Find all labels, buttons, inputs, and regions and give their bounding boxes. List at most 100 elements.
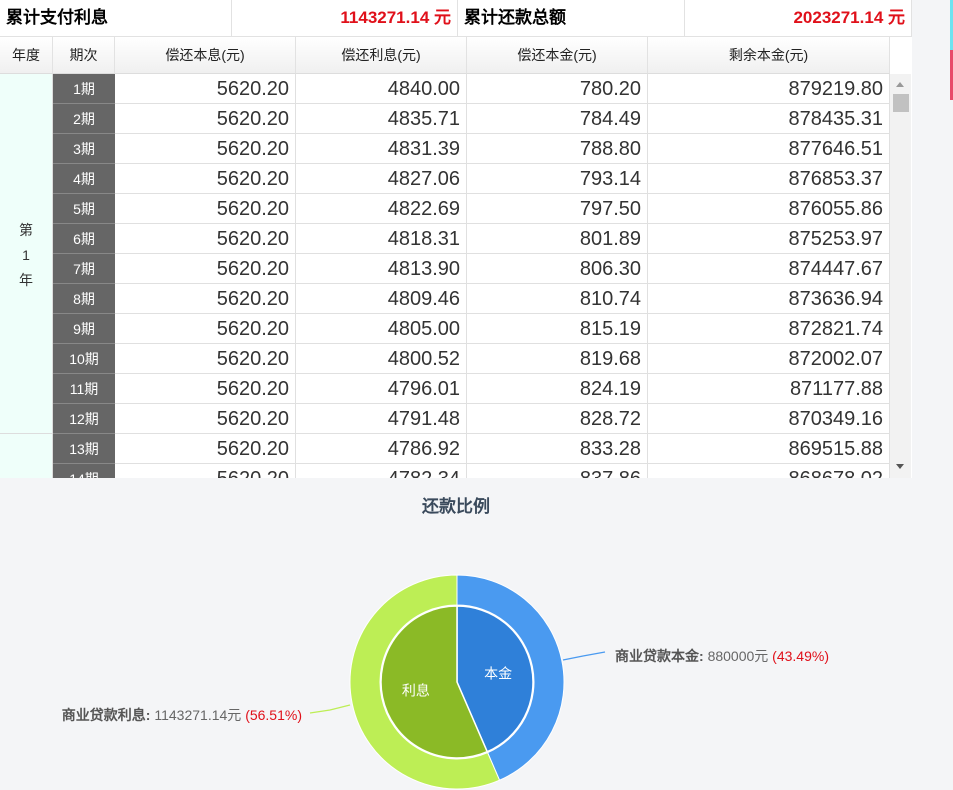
table-cell: 5620.20 [115, 284, 296, 314]
table-cell: 4827.06 [296, 164, 467, 194]
year-cell-1: 第 1 年 [0, 74, 53, 434]
column-header: 偿还本息(元) [115, 37, 296, 74]
period-cell: 12期 [53, 404, 115, 434]
period-cell: 6期 [53, 224, 115, 254]
table-cell: 837.86 [467, 464, 648, 478]
table-cell: 5620.20 [115, 224, 296, 254]
period-cell: 3期 [53, 134, 115, 164]
table-cell: 4822.69 [296, 194, 467, 224]
table-cell: 5620.20 [115, 194, 296, 224]
year-cell-2 [0, 434, 53, 478]
table-cell: 4818.31 [296, 224, 467, 254]
table-cell: 833.28 [467, 434, 648, 464]
leader-line [309, 704, 351, 714]
table-cell: 784.49 [467, 104, 648, 134]
table-cell: 874447.67 [648, 254, 890, 284]
table-cell: 4805.00 [296, 314, 467, 344]
table-cell: 5620.20 [115, 434, 296, 464]
table-cell: 879219.80 [648, 74, 890, 104]
table-cell: 4835.71 [296, 104, 467, 134]
outer-slice[interactable] [349, 574, 501, 790]
table-cell: 868678.02 [648, 464, 890, 478]
inner-slice[interactable] [380, 605, 489, 759]
table-cell: 5620.20 [115, 74, 296, 104]
column-header: 期次 [53, 37, 115, 74]
table-cell: 780.20 [467, 74, 648, 104]
period-cell: 2期 [53, 104, 115, 134]
table-cell: 877646.51 [648, 134, 890, 164]
column-header: 偿还本金(元) [467, 37, 648, 74]
table-cell: 872821.74 [648, 314, 890, 344]
period-cell: 14期 [53, 464, 115, 478]
table-cell: 876055.86 [648, 194, 890, 224]
column-header: 年度 [0, 37, 53, 74]
total-interest-label: 累计支付利息 [0, 0, 232, 37]
table-cell: 872002.07 [648, 344, 890, 374]
table-cell: 819.68 [467, 344, 648, 374]
slice-label: 本金 [484, 665, 512, 681]
table-cell: 810.74 [467, 284, 648, 314]
period-cell: 1期 [53, 74, 115, 104]
slice-label: 利息 [402, 683, 430, 699]
table-cell: 801.89 [467, 224, 648, 254]
table-cell: 869515.88 [648, 434, 890, 464]
table-cell: 878435.31 [648, 104, 890, 134]
chart-title: 还款比例 [422, 497, 490, 516]
period-cell: 9期 [53, 314, 115, 344]
scrollbar-thumb[interactable] [893, 94, 909, 112]
table-cell: 4809.46 [296, 284, 467, 314]
period-cell: 13期 [53, 434, 115, 464]
scroll-up-icon[interactable] [896, 82, 904, 87]
scrollbar[interactable] [890, 74, 911, 478]
column-header: 偿还利息(元) [296, 37, 467, 74]
table-cell: 876853.37 [648, 164, 890, 194]
table-cell: 4786.92 [296, 434, 467, 464]
table-cell: 5620.20 [115, 464, 296, 478]
period-cell: 10期 [53, 344, 115, 374]
table-cell: 5620.20 [115, 374, 296, 404]
total-repayment-value: 2023271.14 元 [685, 0, 912, 37]
table-cell: 873636.94 [648, 284, 890, 314]
table-cell: 806.30 [467, 254, 648, 284]
column-header: 剩余本金(元) [648, 37, 890, 74]
table-cell: 4840.00 [296, 74, 467, 104]
table-cell: 815.19 [467, 314, 648, 344]
scroll-down-icon[interactable] [896, 464, 904, 469]
period-cell: 4期 [53, 164, 115, 194]
legend-interest: 商业贷款利息: 1143271.14元 (56.51%) [61, 707, 302, 723]
period-cell: 5期 [53, 194, 115, 224]
table-cell: 871177.88 [648, 374, 890, 404]
table-cell: 4800.52 [296, 344, 467, 374]
outer-slice[interactable] [456, 574, 565, 781]
table-cell: 824.19 [467, 374, 648, 404]
table-cell: 797.50 [467, 194, 648, 224]
table-cell: 5620.20 [115, 164, 296, 194]
repayment-table: 累计支付利息 1143271.14 元 累计还款总额 2023271.14 元 … [0, 0, 912, 478]
table-cell: 793.14 [467, 164, 648, 194]
leader-line [562, 651, 606, 661]
table-cell: 788.80 [467, 134, 648, 164]
table-cell: 5620.20 [115, 104, 296, 134]
table-cell: 5620.20 [115, 254, 296, 284]
table-cell: 4813.90 [296, 254, 467, 284]
legend-principal: 商业贷款本金: 880000元 (43.49%) [615, 648, 829, 664]
table-cell: 5620.20 [115, 314, 296, 344]
table-cell: 5620.20 [115, 134, 296, 164]
table-cell: 4831.39 [296, 134, 467, 164]
period-cell: 8期 [53, 284, 115, 314]
table-cell: 5620.20 [115, 344, 296, 374]
table-cell: 828.72 [467, 404, 648, 434]
table-cell: 4796.01 [296, 374, 467, 404]
inner-slice[interactable] [456, 605, 534, 753]
period-cell: 11期 [53, 374, 115, 404]
table-cell: 875253.97 [648, 224, 890, 254]
table-cell: 870349.16 [648, 404, 890, 434]
table-cell: 4791.48 [296, 404, 467, 434]
table-cell: 4782.34 [296, 464, 467, 478]
total-interest-value: 1143271.14 元 [232, 0, 458, 37]
period-cell: 7期 [53, 254, 115, 284]
total-repayment-label: 累计还款总额 [458, 0, 685, 37]
table-cell: 5620.20 [115, 404, 296, 434]
edge-indicator [950, 0, 953, 100]
